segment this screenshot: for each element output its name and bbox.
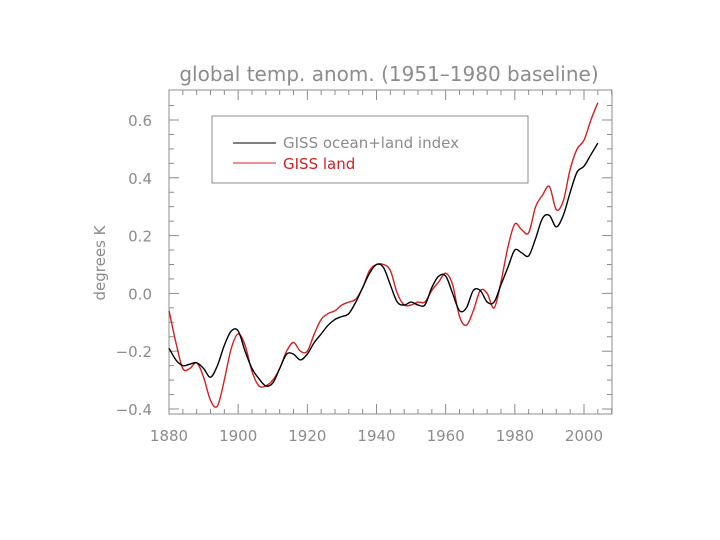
x-tick-label: 2000 xyxy=(565,427,603,445)
y-tick-label: 0.6 xyxy=(128,112,152,130)
y-tick-label: −0.2 xyxy=(116,343,152,361)
x-tick-label: 1980 xyxy=(496,427,534,445)
x-tick-label: 1940 xyxy=(357,427,395,445)
x-tick-label: 1900 xyxy=(219,427,257,445)
x-tick-label: 1880 xyxy=(150,427,188,445)
series-line-ocean-land xyxy=(168,142,599,387)
legend-label-land: GISS land xyxy=(283,155,355,173)
tick-labels: 1880 1900 1920 1940 1960 1980 2000 −0.4 −0.2 0.0 0… xyxy=(116,112,604,445)
x-tick-label: 1920 xyxy=(288,427,326,445)
axis-ticks xyxy=(168,90,613,414)
y-axis-label: degrees K xyxy=(91,224,109,300)
legend-box xyxy=(211,115,529,184)
y-tick-label: 0.0 xyxy=(128,285,152,303)
y-tick-label: −0.4 xyxy=(116,401,152,419)
series-lines xyxy=(168,102,599,408)
chart-title: global temp. anom. (1951–1980 baseline) xyxy=(179,62,598,86)
y-tick-label: 0.4 xyxy=(128,170,152,188)
y-tick-label: 0.2 xyxy=(128,228,152,246)
x-tick-label: 1960 xyxy=(427,427,465,445)
legend-label-ocean-land: GISS ocean+land index xyxy=(283,134,459,152)
legend: GISS ocean+land index GISS land xyxy=(211,115,529,184)
